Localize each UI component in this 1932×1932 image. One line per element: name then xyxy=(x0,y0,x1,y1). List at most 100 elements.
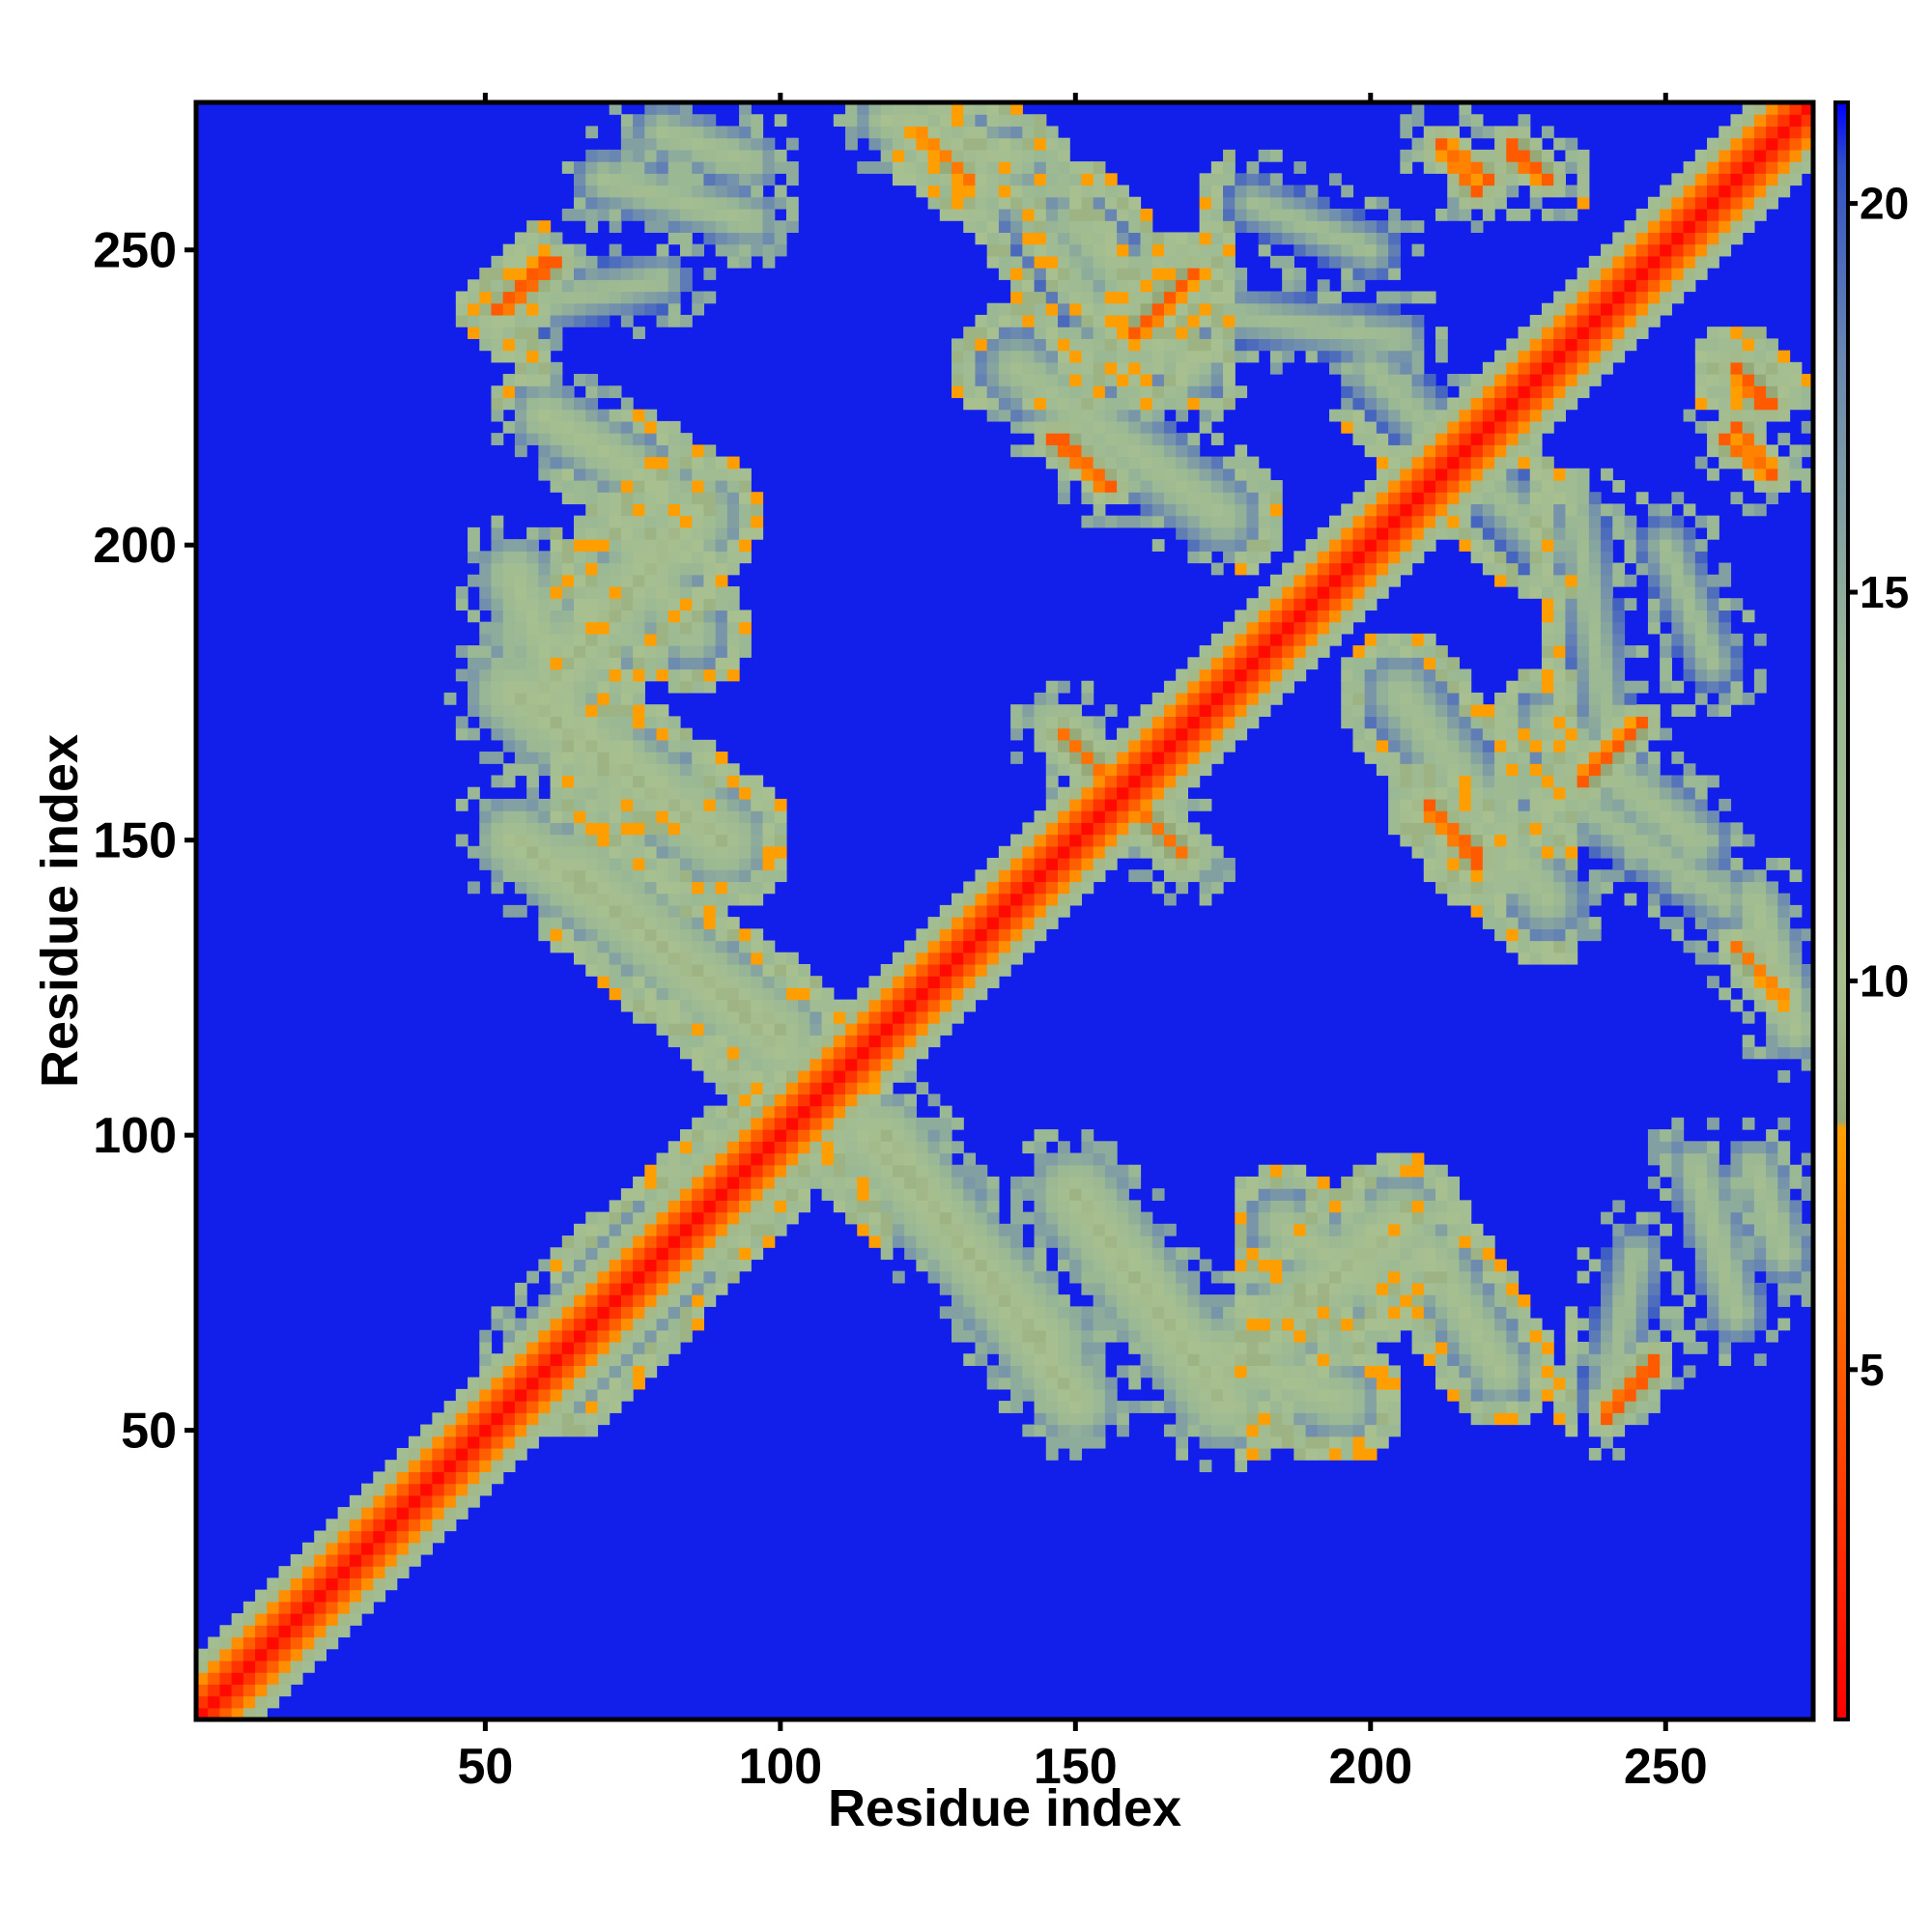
heatmap-cell xyxy=(1258,1259,1271,1272)
heatmap-cell xyxy=(1352,610,1366,623)
heatmap-cell xyxy=(715,1105,728,1119)
heatmap-cell xyxy=(561,822,575,836)
heatmap-cell xyxy=(1069,456,1083,469)
heatmap-cell xyxy=(656,845,669,859)
heatmap-cell xyxy=(751,834,764,847)
heatmap-cell xyxy=(668,1023,681,1036)
heatmap-cell xyxy=(975,220,988,234)
heatmap-cell xyxy=(1093,444,1106,458)
heatmap-cell xyxy=(1269,503,1283,517)
heatmap-cell xyxy=(1210,374,1224,386)
heatmap-cell xyxy=(574,940,586,953)
heatmap-cell xyxy=(1364,574,1378,587)
heatmap-cell xyxy=(986,1188,1000,1201)
heatmap-cell xyxy=(550,810,563,823)
heatmap-cell xyxy=(1223,302,1236,316)
heatmap-cell xyxy=(1104,279,1118,293)
heatmap-cell xyxy=(1081,1211,1094,1225)
heatmap-cell xyxy=(1081,444,1094,458)
heatmap-cell xyxy=(1045,1365,1059,1378)
heatmap-cell xyxy=(904,1069,917,1083)
heatmap-cell xyxy=(1258,314,1271,327)
heatmap-cell xyxy=(585,1329,599,1343)
heatmap-cell xyxy=(597,893,611,906)
heatmap-cell xyxy=(868,1082,882,1094)
heatmap-cell xyxy=(574,456,586,469)
heatmap-cell xyxy=(1010,1211,1023,1225)
heatmap-cell xyxy=(751,196,764,210)
heatmap-cell xyxy=(1341,515,1354,528)
heatmap-cell xyxy=(1057,834,1070,847)
heatmap-cell xyxy=(726,633,740,646)
heatmap-cell xyxy=(986,893,1000,906)
heatmap-cell xyxy=(904,161,917,174)
heatmap-cell xyxy=(1376,739,1389,753)
heatmap-cell xyxy=(751,1010,764,1024)
heatmap-cell xyxy=(1352,526,1366,540)
heatmap-cell xyxy=(1199,845,1212,859)
heatmap-cell xyxy=(1400,361,1413,375)
heatmap-cell xyxy=(597,314,611,327)
heatmap-cell xyxy=(561,858,575,870)
heatmap-cell xyxy=(1246,610,1260,623)
heatmap-cell xyxy=(1329,1236,1342,1248)
heatmap-cell xyxy=(337,1613,351,1626)
heatmap-cell xyxy=(668,633,681,646)
heatmap-cell xyxy=(668,680,681,694)
heatmap-cell xyxy=(491,822,504,836)
heatmap-cell xyxy=(561,845,575,859)
heatmap-cell xyxy=(774,1082,787,1094)
heatmap-cell xyxy=(1388,291,1401,304)
heatmap-cell xyxy=(1010,1365,1023,1378)
heatmap-cell xyxy=(1034,361,1047,375)
heatmap-cell xyxy=(1176,1353,1188,1367)
heatmap-cell xyxy=(927,1236,941,1248)
heatmap-cell xyxy=(679,822,693,836)
heatmap-cell xyxy=(916,987,929,1001)
heatmap-cell xyxy=(620,255,634,269)
heatmap-cell xyxy=(1235,302,1248,316)
heatmap-cell xyxy=(679,279,693,293)
heatmap-cell xyxy=(290,1577,303,1591)
heatmap-cell xyxy=(927,114,941,128)
heatmap-cell xyxy=(1010,361,1023,375)
heatmap-cell xyxy=(432,1507,445,1520)
heatmap-cell xyxy=(1400,161,1413,174)
heatmap-cell xyxy=(975,1200,988,1213)
heatmap-cell xyxy=(668,1152,681,1166)
heatmap-cell xyxy=(1057,374,1070,386)
heatmap-cell xyxy=(1117,220,1129,234)
heatmap-cell xyxy=(1293,1270,1307,1284)
heatmap-cell xyxy=(1176,480,1188,493)
heatmap-cell xyxy=(443,1483,457,1496)
heatmap-cell xyxy=(726,987,740,1001)
heatmap-cell xyxy=(1269,149,1283,162)
heatmap-cell xyxy=(703,526,717,540)
heatmap-cell xyxy=(1364,433,1378,445)
heatmap-cell xyxy=(1388,374,1401,386)
heatmap-cell xyxy=(550,409,563,422)
heatmap-cell xyxy=(916,1035,929,1048)
heatmap-cell xyxy=(526,551,539,564)
heatmap-cell xyxy=(585,610,599,623)
heatmap-cell xyxy=(255,1707,268,1720)
heatmap-cell xyxy=(550,255,563,269)
heatmap-cell xyxy=(1341,1282,1354,1295)
heatmap-cell xyxy=(408,1460,421,1472)
heatmap-cell xyxy=(785,1152,799,1166)
heatmap-cell xyxy=(326,1601,339,1614)
heatmap-cell xyxy=(1435,763,1448,777)
heatmap-cell xyxy=(715,526,728,540)
heatmap-cell xyxy=(880,1211,894,1225)
heatmap-cell xyxy=(975,374,988,386)
heatmap-cell xyxy=(633,1223,645,1236)
heatmap-cell xyxy=(1352,1447,1366,1461)
heatmap-cell xyxy=(845,1117,858,1130)
heatmap-cell xyxy=(692,185,705,198)
heatmap-cell xyxy=(1210,492,1224,505)
heatmap-cell xyxy=(880,963,894,977)
heatmap-cell xyxy=(715,834,728,847)
heatmap-cell xyxy=(1057,798,1070,811)
heatmap-cell xyxy=(502,302,516,316)
heatmap-cell xyxy=(1187,1341,1201,1354)
